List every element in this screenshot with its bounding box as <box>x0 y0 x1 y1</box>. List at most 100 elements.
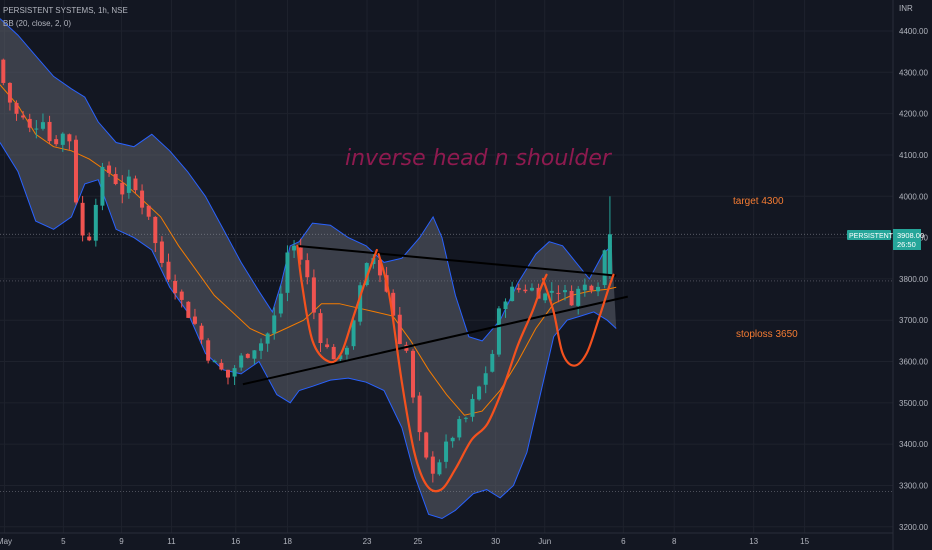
candle-body <box>589 285 594 291</box>
candle-body <box>239 355 244 368</box>
candlesticks <box>1 58 612 483</box>
candle-body <box>444 441 449 462</box>
price-tag <box>893 229 921 250</box>
price-label[interactable]: PERSISTENT 3908.00 26:50 <box>847 229 924 250</box>
candle-body <box>563 290 568 293</box>
candle-body <box>391 292 396 316</box>
x-tick-label: May <box>0 537 12 546</box>
candle-body <box>285 252 290 293</box>
x-tick-label: 18 <box>283 537 292 546</box>
candle-body <box>325 344 330 348</box>
candle-body <box>93 204 98 241</box>
candle-body <box>607 234 612 275</box>
candle-body <box>21 115 26 118</box>
candle-body <box>225 369 230 378</box>
candle-body <box>311 277 316 313</box>
candle-body <box>602 250 607 286</box>
y-tick-label: 4200.00 <box>899 110 928 119</box>
stoploss-annotation[interactable]: stoploss 3650 <box>736 329 798 340</box>
ticker-tag <box>847 230 891 240</box>
candle-body <box>549 290 554 293</box>
candle-body <box>40 122 45 129</box>
y-tick-label: 3600.00 <box>899 358 928 367</box>
candle-body <box>206 340 211 361</box>
x-tick-label: 6 <box>621 537 626 546</box>
candle-body <box>503 301 508 309</box>
candle-body <box>305 260 310 278</box>
candle-body <box>463 417 468 419</box>
candle-body <box>159 241 164 263</box>
candle-body <box>186 301 191 318</box>
candle-body <box>14 102 19 114</box>
candle-body <box>87 236 92 241</box>
candle-body <box>430 456 435 474</box>
pattern-curves[interactable] <box>296 244 615 493</box>
y-tick-label: 3500.00 <box>899 399 928 408</box>
candle-body <box>358 285 363 322</box>
candle-body <box>292 245 297 251</box>
candle-body <box>272 315 277 334</box>
candle-body <box>543 293 548 301</box>
candle-body <box>596 286 601 292</box>
x-tick-label: 25 <box>413 537 422 546</box>
time-axis[interactable]: May 5 9 11 16 18 23 25 30 Jun 6 8 13 15 <box>0 537 810 546</box>
candle-body <box>153 216 158 244</box>
candle-body <box>113 174 118 185</box>
candle-body <box>516 288 521 290</box>
candle-body <box>483 373 488 385</box>
target-annotation[interactable]: target 4300 <box>733 196 784 207</box>
candle-body <box>192 316 197 324</box>
currency-label: INR <box>899 4 913 13</box>
price-axis[interactable]: 3200.00 3300.00 3400.00 3500.00 3600.00 3700.… <box>899 27 928 532</box>
candle-body <box>126 176 131 193</box>
candle-body <box>166 261 171 280</box>
candle-body <box>331 346 336 360</box>
x-tick-label: 16 <box>231 537 240 546</box>
y-tick-label: 3400.00 <box>899 440 928 449</box>
candle-body <box>470 398 475 417</box>
x-tick-label: 30 <box>491 537 500 546</box>
candle-body <box>523 289 528 292</box>
candle-body <box>232 368 237 377</box>
candle-body <box>556 292 561 294</box>
bollinger-lower-band <box>0 142 617 520</box>
candle-body <box>450 437 455 442</box>
x-tick-label: Jun <box>538 537 551 546</box>
candle-body <box>411 350 416 398</box>
candle-body <box>219 362 224 370</box>
bar-countdown: 26:50 <box>897 240 916 249</box>
candle-body <box>510 286 515 302</box>
trendline <box>242 295 629 386</box>
candle-body <box>252 350 257 359</box>
candle-body <box>1 59 6 83</box>
candle-body <box>245 353 250 358</box>
candle-body <box>344 347 349 355</box>
y-tick-label: 3700.00 <box>899 316 928 325</box>
pattern-headline[interactable]: inverse head n shoulder <box>345 146 613 171</box>
candle-body <box>80 202 85 236</box>
candle-body <box>259 343 264 351</box>
y-tick-label: 3200.00 <box>899 523 928 532</box>
candle-body <box>298 247 303 260</box>
candle-body <box>582 284 587 291</box>
candle-body <box>318 313 323 343</box>
candle-body <box>73 139 78 203</box>
x-tick-label: 9 <box>119 537 124 546</box>
candle-body <box>34 128 39 130</box>
y-tick-label: 3800.00 <box>899 275 928 284</box>
candle-body <box>107 165 112 173</box>
x-tick-label: 15 <box>800 537 809 546</box>
pattern-curve <box>296 244 378 364</box>
candle-body <box>477 386 482 400</box>
trendlines[interactable] <box>242 244 629 386</box>
candle-body <box>417 395 422 433</box>
symbol-title[interactable]: PERSISTENT SYSTEMS, 1h, NSE <box>3 6 128 15</box>
x-tick-label: 5 <box>61 537 66 546</box>
indicator-title[interactable]: BB (20, close, 2, 0) <box>3 19 72 28</box>
candle-body <box>67 134 72 142</box>
candle-body <box>60 133 65 145</box>
candle-body <box>146 205 151 217</box>
horizontal-lines <box>0 233 893 493</box>
